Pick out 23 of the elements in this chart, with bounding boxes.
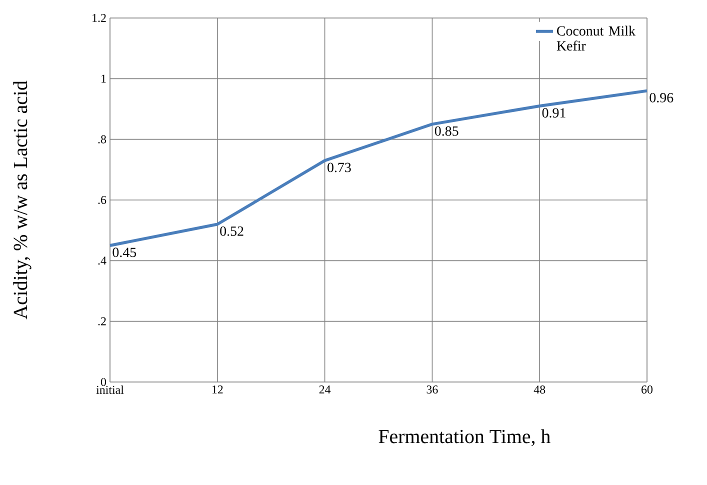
y-axis-title: Acidity, % w/w as Lactic acid	[13, 80, 32, 320]
x-tick-label: 24	[319, 386, 331, 394]
line-series	[108, 89, 648, 247]
data-label: 0.45	[112, 248, 136, 258]
y-tick-label: .4	[98, 256, 106, 265]
legend-label: Coconut Milk Kefir	[556, 26, 636, 51]
x-tick-label: 36	[426, 386, 438, 394]
data-label: 0.85	[434, 126, 458, 136]
y-tick-label: 1	[102, 74, 106, 83]
x-tick-label: 48	[534, 386, 546, 394]
data-label: 0.91	[542, 108, 566, 118]
data-label: 0.52	[220, 226, 244, 236]
y-tick-label: .2	[98, 317, 106, 326]
x-tick-label: initial	[96, 386, 124, 394]
data-label: 0.73	[328, 162, 351, 172]
x-tick-label: 12	[212, 386, 223, 394]
x-tick-label: 60	[642, 386, 653, 394]
x-axis-title: Fermentation Time, h	[378, 429, 550, 446]
data-label: 0.96	[650, 92, 674, 102]
y-tick-label: 0	[100, 378, 106, 386]
y-tick-label: .6	[98, 196, 106, 204]
y-tick-label: .8	[98, 135, 106, 144]
y-tick-label: 1.2	[92, 14, 106, 22]
